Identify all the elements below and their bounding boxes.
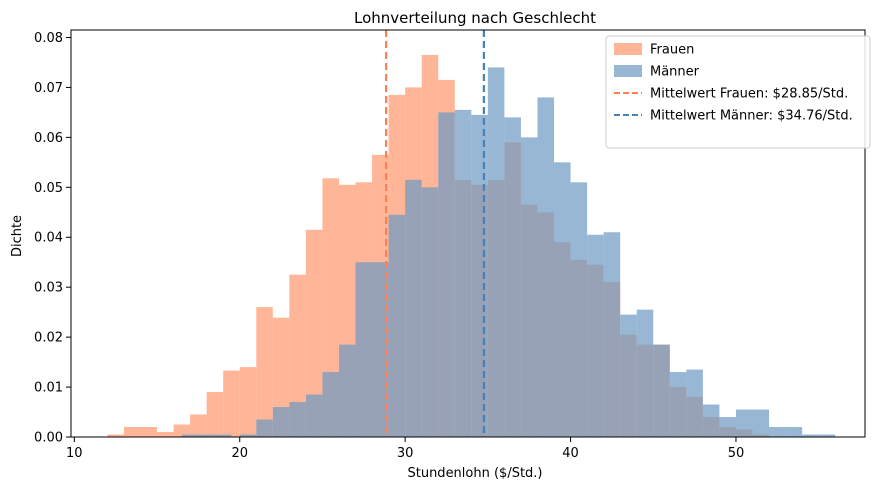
bar-maenner-31 [702, 404, 720, 437]
bar-frauen-11 [289, 274, 306, 437]
chart-title: Lohnverteilung nach Geschlecht [354, 9, 596, 27]
x-axis-title: Stundenlohn ($/Std.) [407, 466, 542, 481]
bar-maenner-16 [454, 109, 472, 438]
x-tick-label: 10 [66, 446, 83, 461]
bar-frauen-3 [157, 432, 174, 437]
y-tick-label: 0.04 [34, 231, 63, 246]
bar-maenner-11 [372, 262, 389, 437]
bar-frauen-5 [190, 414, 207, 437]
bars-layer [107, 54, 836, 438]
bar-maenner-10 [355, 262, 373, 437]
legend-item-frauen: Frauen [614, 43, 694, 58]
bar-maenner-37 [802, 434, 819, 437]
y-tick-label: 0.06 [34, 131, 63, 146]
y-tick-label: 0.08 [34, 31, 63, 46]
bar-frauen-7 [223, 370, 240, 437]
bar-maenner-22 [554, 162, 571, 437]
bar-maenner-6 [289, 402, 306, 437]
legend-swatch [614, 65, 642, 77]
x-tick-label: 50 [728, 446, 745, 461]
legend-item-mean-maenner: Mittelwert Männer: $34.76/Std. [614, 109, 853, 124]
bar-maenner-15 [438, 112, 455, 438]
bar-frauen-2 [140, 427, 158, 437]
legend-swatch [614, 43, 642, 55]
bar-frauen-0 [107, 434, 124, 437]
bar-maenner-33 [735, 409, 753, 437]
bar-frauen-9 [256, 307, 273, 437]
x-tick-label: 30 [397, 446, 414, 461]
plot-frame [70, 29, 866, 438]
legend: Frauen Männer Mittelwert Frauen: $28.85/St… [605, 35, 871, 149]
bar-maenner-23 [570, 182, 588, 437]
legend-box [605, 35, 871, 149]
bar-maenner-14 [421, 187, 439, 437]
bar-maenner-4 [256, 419, 273, 437]
bar-maenner-38 [818, 434, 836, 437]
y-tick-label: 0.00 [34, 431, 63, 446]
legend-label: Mittelwert Männer: $34.76/Std. [650, 109, 853, 124]
bar-maenner-5 [272, 407, 290, 437]
bar-maenner-12 [388, 214, 406, 437]
bar-maenner-0 [181, 434, 199, 437]
bar-maenner-29 [669, 372, 687, 437]
y-tick-label: 0.03 [34, 281, 63, 296]
y-tick-label: 0.02 [34, 331, 63, 346]
legend-item-mean-frauen: Mittelwert Frauen: $28.85/Std. [614, 87, 848, 102]
legend-label: Mittelwert Frauen: $28.85/Std. [650, 87, 848, 102]
bar-maenner-3 [239, 434, 257, 437]
bar-maenner-17 [471, 114, 488, 438]
bar-maenner-27 [636, 309, 654, 437]
bar-maenner-28 [653, 344, 670, 437]
x-tick-label: 40 [562, 446, 579, 461]
y-tick-label: 0.07 [34, 81, 63, 96]
bar-maenner-35 [769, 427, 786, 437]
bar-maenner-18 [487, 67, 505, 437]
bar-frauen-6 [206, 392, 224, 437]
bar-maenner-7 [305, 394, 323, 437]
bar-maenner-2 [214, 434, 232, 437]
bar-maenner-30 [686, 369, 703, 437]
bar-frauen-8 [239, 367, 257, 437]
bar-maenner-21 [537, 97, 555, 438]
axes-layer [70, 29, 866, 438]
bar-maenner-34 [752, 409, 770, 437]
bar-frauen-1 [123, 427, 141, 437]
bar-maenner-25 [603, 232, 621, 437]
y-tick-label: 0.05 [34, 181, 63, 196]
y-tick-label: 0.01 [34, 381, 63, 396]
legend-label: Frauen [650, 43, 694, 58]
bar-maenner-20 [520, 137, 538, 437]
bar-frauen-4 [173, 424, 191, 437]
bar-maenner-24 [587, 234, 604, 437]
bar-frauen-12 [305, 229, 323, 437]
mean-lines-layer [385, 30, 485, 437]
bar-maenner-19 [504, 117, 521, 437]
legend-item-maenner: Männer [614, 65, 700, 80]
bar-maenner-9 [338, 344, 356, 437]
bar-maenner-8 [322, 372, 339, 437]
legend-label: Männer [650, 65, 700, 80]
bar-maenner-1 [198, 434, 215, 437]
bar-maenner-13 [405, 179, 422, 437]
ticks-layer: 10 20 30 40 50 0.00 0.01 0.02 0.03 0.04 0.05 0.06 0.… [34, 31, 744, 461]
y-axis-title: Dichte [10, 215, 25, 257]
x-tick-label: 20 [231, 446, 248, 461]
bar-maenner-36 [785, 427, 803, 437]
bar-maenner-32 [719, 417, 736, 437]
bar-maenner-26 [620, 314, 637, 437]
